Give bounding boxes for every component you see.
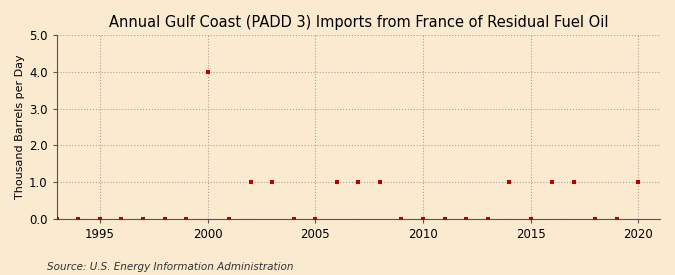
Title: Annual Gulf Coast (PADD 3) Imports from France of Residual Fuel Oil: Annual Gulf Coast (PADD 3) Imports from …	[109, 15, 608, 30]
Point	[590, 216, 601, 221]
Y-axis label: Thousand Barrels per Day: Thousand Barrels per Day	[15, 55, 25, 199]
Point	[439, 216, 450, 221]
Point	[181, 216, 192, 221]
Text: Source: U.S. Energy Information Administration: Source: U.S. Energy Information Administ…	[47, 262, 294, 272]
Point	[73, 216, 84, 221]
Point	[418, 216, 429, 221]
Point	[51, 216, 62, 221]
Point	[568, 180, 579, 184]
Point	[159, 216, 170, 221]
Point	[633, 180, 644, 184]
Point	[504, 180, 514, 184]
Point	[95, 216, 105, 221]
Point	[245, 180, 256, 184]
Point	[116, 216, 127, 221]
Point	[267, 180, 277, 184]
Point	[461, 216, 472, 221]
Point	[375, 180, 385, 184]
Point	[353, 180, 364, 184]
Point	[202, 70, 213, 74]
Point	[310, 216, 321, 221]
Point	[547, 180, 558, 184]
Point	[396, 216, 407, 221]
Point	[288, 216, 299, 221]
Point	[482, 216, 493, 221]
Point	[223, 216, 234, 221]
Point	[525, 216, 536, 221]
Point	[138, 216, 148, 221]
Point	[331, 180, 342, 184]
Point	[612, 216, 622, 221]
